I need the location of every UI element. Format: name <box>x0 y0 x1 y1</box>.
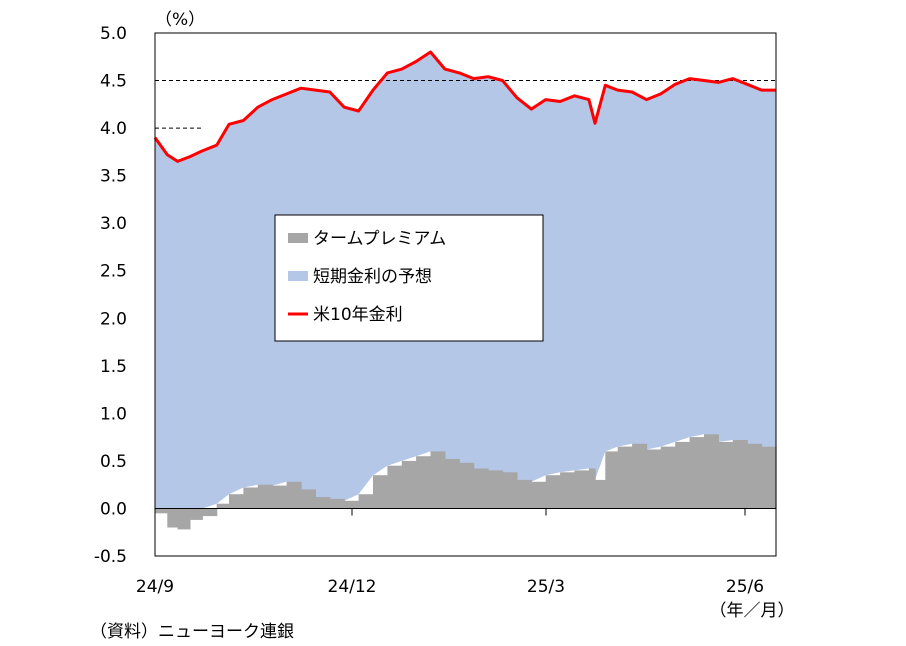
axes: 5.0 4.5 4.0 3.5 3.0 2.5 2.0 1.5 1.0 0.5 0.0 -0.5 24/… <box>94 24 776 597</box>
term-premium-bar <box>459 462 475 509</box>
x-tick-label: 24/9 <box>136 577 174 597</box>
term-premium-bar <box>545 475 561 509</box>
term-premium-bar <box>560 472 576 509</box>
term-premium-bar <box>315 497 331 509</box>
term-premium-bar <box>216 503 230 509</box>
term-premium-bar <box>718 441 734 509</box>
y-tick-label: 0.0 <box>100 499 127 519</box>
y-tick-label: 1.0 <box>100 404 127 424</box>
term-premium-bar <box>155 508 168 514</box>
term-premium-bar <box>595 479 606 509</box>
term-premium-bar <box>675 441 691 509</box>
legend-box <box>274 214 544 342</box>
term-premium-bar <box>588 468 596 509</box>
x-tick-label: 25/6 <box>726 577 764 597</box>
term-premium-bar <box>488 470 504 509</box>
x-tick-label: 25/3 <box>527 577 565 597</box>
term-premium-bar <box>473 468 489 509</box>
y-tick-label: 2.0 <box>100 309 127 329</box>
legend-label-short-rate-expectation: 短期金利の予想 <box>313 267 432 287</box>
term-premium-bar <box>229 494 244 509</box>
term-premium-bar <box>387 465 403 509</box>
y-tick-label: 4.5 <box>100 72 127 92</box>
term-premium-bar <box>516 479 532 509</box>
y-tick-label: 5.0 <box>100 24 127 44</box>
y-tick-label: 1.5 <box>100 357 127 377</box>
legend-label-term-premium: タームプレミアム <box>313 229 446 249</box>
term-premium-bar <box>167 508 179 528</box>
y-unit-label: （%） <box>155 10 205 30</box>
term-premium-bar <box>605 451 619 509</box>
y-tick-label: 3.0 <box>100 214 127 234</box>
term-premium-bar <box>358 494 374 509</box>
term-premium-bar <box>329 498 345 509</box>
term-premium-bar <box>430 451 446 509</box>
source-note: （資料）ニューヨーク連銀 <box>90 622 294 642</box>
term-premium-bar <box>632 443 648 509</box>
legend-swatch-term-premium <box>288 233 308 243</box>
term-premium-bar <box>502 472 518 509</box>
term-premium-bar <box>617 446 633 509</box>
term-premium-bar <box>243 487 259 509</box>
x-tick-label: 24/12 <box>328 577 377 597</box>
y-tick-label: 0.5 <box>100 452 127 472</box>
legend: タームプレミアム 短期金利の予想 米10年金利 <box>274 214 544 342</box>
term-premium-bar <box>574 470 590 509</box>
x-unit-label: （年／月） <box>710 601 795 621</box>
term-premium-bar <box>689 437 705 509</box>
term-premium-bar <box>646 449 662 509</box>
term-premium-bar <box>732 440 748 509</box>
legend-label-us-10y-yield: 米10年金利 <box>313 305 403 325</box>
term-premium-bar <box>202 508 218 517</box>
legend-swatch-short-rate-expectation <box>288 271 308 281</box>
y-tick-label: 2.5 <box>100 262 127 282</box>
term-premium-bar <box>747 443 763 509</box>
y-tick-label: -0.5 <box>94 547 127 567</box>
plot-frame <box>154 32 777 557</box>
term-premium-bar <box>531 481 547 509</box>
term-premium-bar <box>401 460 417 509</box>
term-premium-bar <box>416 456 432 509</box>
term-premium-bar <box>704 434 719 509</box>
term-premium-bar <box>344 500 360 509</box>
term-premium-bar <box>373 475 388 509</box>
line-layer <box>153 50 776 163</box>
term-premium-bar <box>272 485 288 509</box>
term-premium-bar <box>190 508 203 520</box>
reference-lines <box>155 80 776 129</box>
term-premium-bar <box>660 446 676 509</box>
us-10y-yield-line <box>153 50 776 163</box>
term-premium-bar <box>257 484 273 509</box>
y-tick-label: 4.0 <box>100 119 127 139</box>
term-premium-bar <box>286 481 302 509</box>
term-premium-bar <box>444 459 460 509</box>
term-premium-bar <box>761 446 777 509</box>
term-premium-bar <box>177 508 191 530</box>
term-premium-bar <box>301 489 316 509</box>
y-tick-label: 3.5 <box>100 167 127 187</box>
